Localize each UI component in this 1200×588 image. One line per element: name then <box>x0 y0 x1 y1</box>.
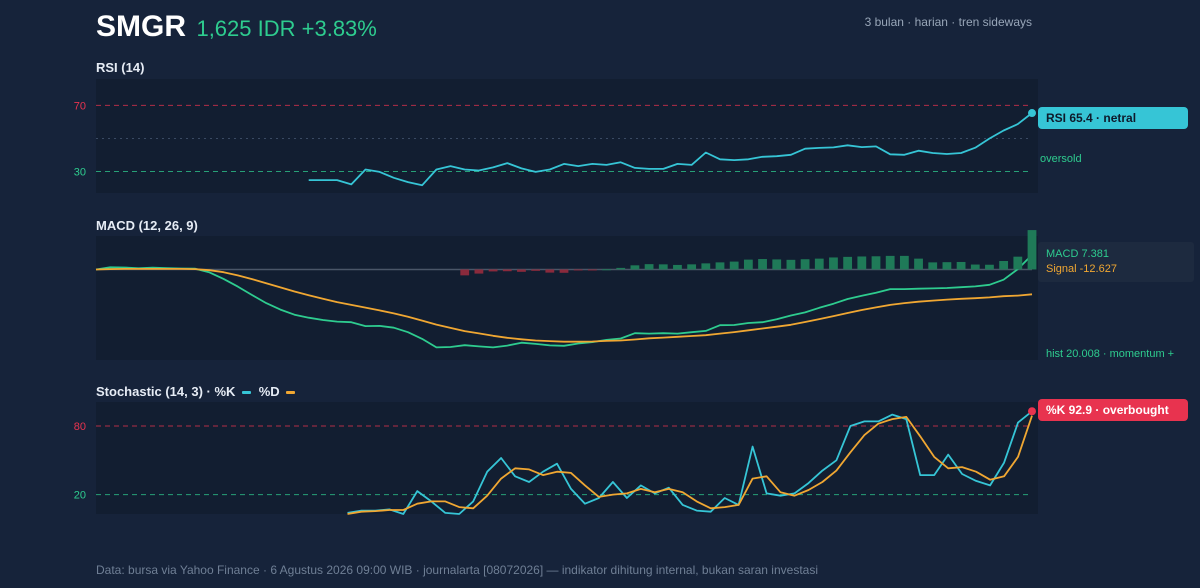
macd-hist-note: hist 20.008 · momentum + <box>1046 348 1175 360</box>
rsi-line <box>308 112 1033 187</box>
panel-2-tick-label-80: 80 <box>74 421 86 433</box>
macd-line <box>95 254 1033 349</box>
macd-panel-title: MACD (12, 26, 9) <box>96 218 198 233</box>
stoch-last-point <box>1028 407 1036 416</box>
stoch-panel-title: Stochastic (14, 3) · %K %D <box>96 384 296 399</box>
k-legend-mark <box>242 391 252 395</box>
d-legend-mark <box>286 391 296 395</box>
histogram-bar <box>460 269 470 276</box>
chart-meta: 3 bulan · harian · tren sideways <box>864 15 1032 29</box>
rsi-panel-title: RSI (14) <box>96 60 145 75</box>
rsi-oversold-label: oversold <box>1040 153 1082 165</box>
stoch-d-line <box>347 415 1033 515</box>
footer-source: Data: bursa via Yahoo Finance · 6 Agustu… <box>96 563 818 577</box>
histogram-bar <box>956 261 966 270</box>
histogram-bar <box>701 263 711 270</box>
histogram-bar <box>616 267 626 270</box>
header: SMGR 1,625 IDR +3.83% <box>96 10 377 50</box>
histogram-bar <box>1013 256 1023 270</box>
macd-value: MACD 7.381 <box>1046 248 1109 260</box>
histogram-bar <box>474 269 484 274</box>
histogram-bar <box>829 257 838 270</box>
histogram-bar <box>942 262 952 270</box>
panel-0-tick-label-30: 30 <box>74 167 86 179</box>
panel-2-tick-label-20: 20 <box>74 490 86 502</box>
signal-value: Signal -12.627 <box>1046 263 1117 275</box>
panel-0-background <box>96 79 1038 193</box>
histogram-bar <box>758 259 767 270</box>
signal-line <box>95 268 1033 343</box>
histogram-bar <box>743 259 753 270</box>
histogram-bar <box>985 264 994 270</box>
histogram-bar <box>644 264 654 270</box>
histogram-bar <box>814 258 824 270</box>
histogram-bar <box>531 269 541 271</box>
histogram-bar <box>673 264 682 270</box>
panel-0-tick-label-70: 70 <box>74 100 86 112</box>
ticker-symbol: SMGR <box>96 10 186 43</box>
histogram-bar <box>914 258 923 270</box>
histogram-bar <box>517 269 526 272</box>
histogram-bar <box>502 269 512 272</box>
histogram-bar <box>786 259 796 270</box>
histogram-bar <box>800 259 810 270</box>
rsi-last-point <box>1028 109 1036 118</box>
price-change: 1,625 IDR +3.83% <box>196 16 377 41</box>
histogram-bar <box>602 269 611 271</box>
macd-value-box: MACD 7.381 Signal -12.627 <box>1038 242 1194 282</box>
histogram-bar <box>772 259 782 270</box>
histogram-bar <box>573 269 583 271</box>
histogram-bar <box>715 262 725 270</box>
histogram-bar <box>658 264 668 270</box>
histogram-bar <box>857 256 867 270</box>
histogram-bar <box>843 256 853 270</box>
panel-1-background <box>96 236 1038 360</box>
histogram-bar <box>871 256 881 270</box>
histogram-bar <box>630 265 640 270</box>
histogram-bar <box>559 269 569 273</box>
histogram-bar <box>687 264 697 270</box>
stoch-title-prefix: Stochastic (14, 3) · %K <box>96 384 236 399</box>
histogram-bar <box>1027 230 1037 270</box>
histogram-bar <box>729 261 739 270</box>
histogram-bar <box>899 255 909 270</box>
histogram-bar <box>970 264 980 270</box>
stoch-value-badge: %K 92.9 · overbought <box>1038 399 1188 421</box>
histogram-bar <box>545 269 555 273</box>
stoch-k-line <box>347 410 1033 515</box>
histogram-bar <box>999 260 1009 270</box>
histogram-bar <box>928 262 938 270</box>
histogram-bar <box>587 269 597 271</box>
rsi-value-badge: RSI 65.4 · netral <box>1038 107 1188 129</box>
histogram-bar <box>488 269 498 272</box>
histogram-bar <box>885 255 895 270</box>
stoch-title-d: %D <box>258 384 280 399</box>
